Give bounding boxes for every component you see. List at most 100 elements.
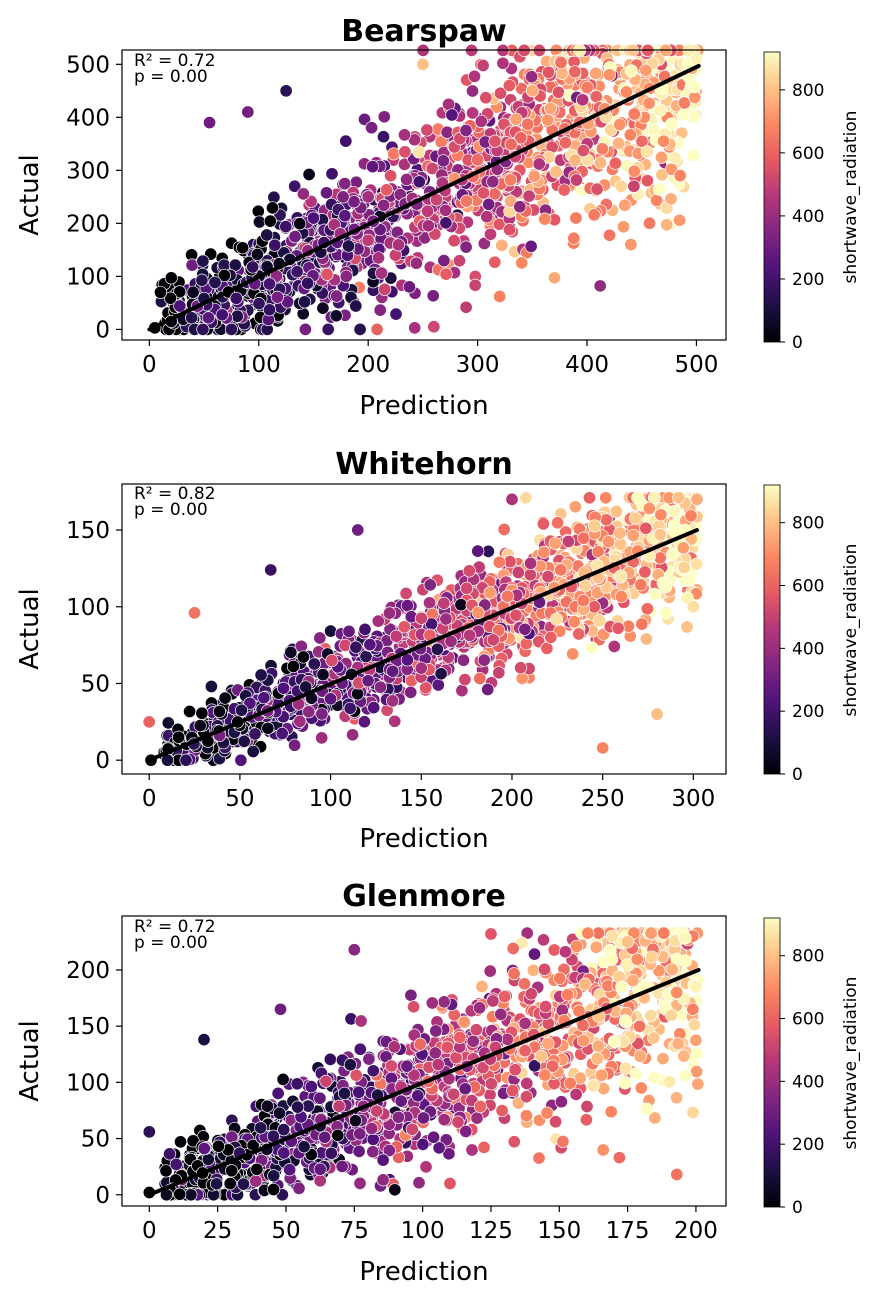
- scatter-point: [486, 175, 500, 189]
- scatter-point: [268, 238, 282, 252]
- scatter-point: [338, 177, 352, 191]
- scatter-point: [690, 492, 704, 506]
- scatter-point: [321, 322, 335, 336]
- scatter-point: [210, 1177, 224, 1191]
- scatter-point: [686, 1105, 700, 1120]
- scatter-point: [188, 606, 202, 620]
- x-ticks: 0 100 200 300 400 500: [142, 340, 718, 378]
- scatter-point: [654, 508, 668, 522]
- scatter-point: [660, 218, 674, 232]
- scatter-point: [473, 671, 487, 686]
- scatter-point: [466, 1034, 480, 1048]
- scatter-point: [407, 1000, 421, 1014]
- scatter-point: [557, 183, 571, 197]
- x-tick-label: 200: [346, 352, 390, 378]
- scatter-point: [613, 118, 627, 132]
- scatter-point: [492, 555, 506, 569]
- y-tick-label: 0: [95, 1183, 110, 1209]
- y-tick-label: 50: [81, 1127, 110, 1153]
- scatter-point: [539, 1000, 553, 1014]
- scatter-point: [277, 1146, 291, 1160]
- scatter-point: [439, 612, 453, 626]
- scatter-point: [537, 545, 551, 559]
- scatter-point: [251, 204, 265, 218]
- scatter-point: [480, 210, 494, 224]
- scatter-point: [589, 940, 603, 954]
- scatter-point: [430, 642, 444, 656]
- scatter-point: [451, 1115, 465, 1129]
- scatter-point: [142, 715, 156, 729]
- scatter-point: [611, 621, 625, 635]
- x-tick-label: 0: [142, 1218, 157, 1244]
- scatter-point: [507, 1135, 521, 1149]
- colorbar-tick-label: 200: [792, 702, 824, 722]
- scatter-point: [262, 303, 277, 317]
- scatter-point: [514, 661, 528, 675]
- colorbar-label: shortwave_radiation: [841, 544, 861, 717]
- scatter-point: [271, 1086, 285, 1100]
- scatter-point: [621, 935, 635, 949]
- scatter-point: [569, 211, 583, 225]
- scatter-point: [570, 939, 584, 953]
- scatter-point: [302, 167, 316, 182]
- scatter-point: [635, 134, 649, 148]
- scatter-point: [296, 650, 310, 664]
- scatter-point: [673, 169, 687, 183]
- scatter-point: [628, 511, 643, 525]
- scatter-point: [454, 598, 468, 612]
- scatter-point: [514, 131, 528, 145]
- scatter-point: [193, 719, 207, 733]
- scatter-point: [678, 931, 692, 945]
- scatter-point: [283, 1163, 297, 1177]
- scatter-point: [184, 1188, 198, 1202]
- scatter-point: [338, 209, 352, 223]
- scatter-point: [515, 256, 529, 270]
- scatter-point: [264, 563, 278, 577]
- scatter-point: [561, 534, 575, 549]
- scatter-point: [664, 1008, 678, 1022]
- scatter-point: [363, 638, 377, 652]
- scatter-point: [518, 1016, 532, 1030]
- scatter-point: [250, 1162, 264, 1176]
- scatter-point: [690, 1046, 704, 1060]
- scatter-point: [607, 1035, 621, 1049]
- scatter-point: [293, 217, 307, 231]
- regression-line: [147, 63, 701, 332]
- scatter-point: [466, 106, 480, 120]
- scatter-point: [402, 280, 416, 294]
- scatter-point: [254, 668, 268, 682]
- scatter-point: [665, 117, 679, 131]
- scatter-point: [164, 271, 178, 285]
- scatter-point: [346, 728, 360, 742]
- scatter-point: [541, 113, 555, 127]
- scatter-point: [522, 189, 536, 203]
- x-tick-label: 0: [142, 786, 157, 812]
- scatter-point: [357, 715, 371, 729]
- colorbar-tick-label: 200: [792, 270, 824, 290]
- scatter-point: [313, 1091, 327, 1105]
- scatter-point: [671, 1037, 685, 1051]
- scatter-point: [506, 941, 520, 956]
- scatter-point: [520, 1076, 534, 1091]
- colorbar-label: shortwave_radiation: [841, 977, 861, 1150]
- scatter-point: [524, 556, 538, 570]
- scatter-point: [376, 1153, 390, 1167]
- scatter-point: [453, 1030, 467, 1044]
- scatter-point: [432, 1141, 446, 1155]
- scatter-point: [272, 1106, 287, 1120]
- scatter-point: [527, 947, 542, 961]
- scatter-point: [619, 1061, 633, 1075]
- scatter-point: [288, 230, 302, 244]
- scatter-point: [688, 90, 702, 105]
- x-tick-label: 25: [203, 1218, 232, 1244]
- scatter-point: [687, 110, 702, 124]
- scatter-point: [664, 192, 678, 206]
- scatter-point: [548, 536, 562, 550]
- scatter-point: [224, 322, 238, 336]
- scatter-point: [645, 950, 659, 964]
- scatter-point: [648, 1111, 662, 1125]
- scatter-point: [407, 1068, 421, 1082]
- scatter-point: [201, 1152, 215, 1167]
- scatter-point: [589, 66, 603, 80]
